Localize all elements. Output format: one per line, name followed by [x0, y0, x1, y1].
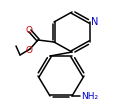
Text: N: N — [90, 17, 98, 27]
Text: O: O — [25, 46, 32, 54]
Text: O: O — [25, 26, 32, 35]
Text: NH₂: NH₂ — [80, 92, 97, 101]
